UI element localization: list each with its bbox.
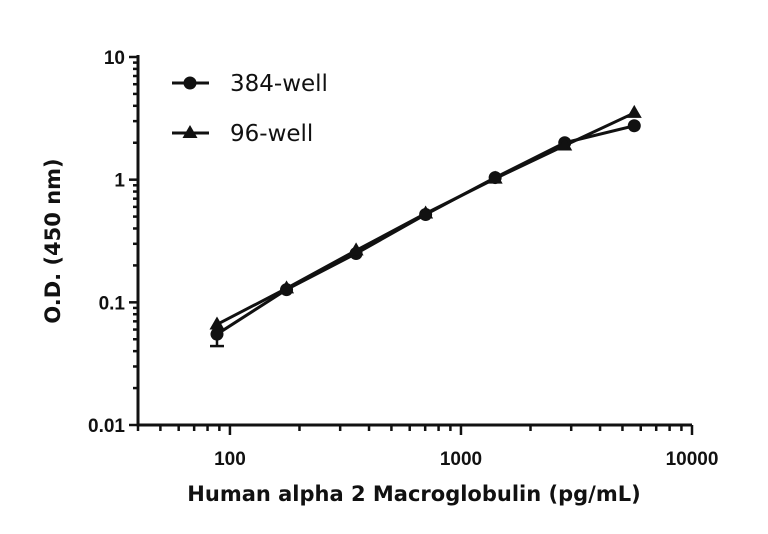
x-tick-label: 100 bbox=[214, 449, 246, 470]
data-point-96-well bbox=[626, 104, 642, 118]
y-axis-title: O.D. (450 nm) bbox=[41, 158, 65, 323]
x-tick-label: 1000 bbox=[440, 449, 482, 470]
data-point-96-well bbox=[557, 137, 573, 151]
legend-label-384-well: 384-well bbox=[230, 71, 328, 97]
data-point-96-well bbox=[209, 316, 225, 330]
y-tick-label: 0.01 bbox=[88, 416, 125, 437]
data-point-384-well bbox=[210, 327, 224, 341]
data-point-384-well bbox=[627, 119, 641, 133]
y-tick-label: 0.1 bbox=[99, 293, 126, 314]
data-point-96-well bbox=[487, 170, 503, 184]
data-point-96-well bbox=[418, 205, 434, 219]
x-tick-label: 10000 bbox=[666, 449, 719, 470]
legend-marker-384-well bbox=[183, 76, 197, 90]
legend-label-96-well: 96-well bbox=[230, 121, 313, 147]
y-tick-label: 10 bbox=[104, 48, 125, 69]
series-line-384-well bbox=[216, 124, 635, 336]
series-96-well bbox=[209, 104, 642, 330]
data-point-96-well bbox=[348, 242, 364, 256]
legend-marker-96-well bbox=[182, 125, 198, 138]
y-tick-label: 1 bbox=[114, 171, 125, 192]
data-point-96-well bbox=[279, 280, 295, 294]
series-384-well bbox=[209, 119, 641, 348]
x-axis-title: Human alpha 2 Macroglobulin (pg/mL) bbox=[187, 482, 640, 506]
legend: 384-well 96-well bbox=[172, 71, 328, 147]
axes: 0.01 0.1 1 10 100 1000 10000 bbox=[88, 48, 718, 470]
series-layer bbox=[209, 104, 642, 348]
